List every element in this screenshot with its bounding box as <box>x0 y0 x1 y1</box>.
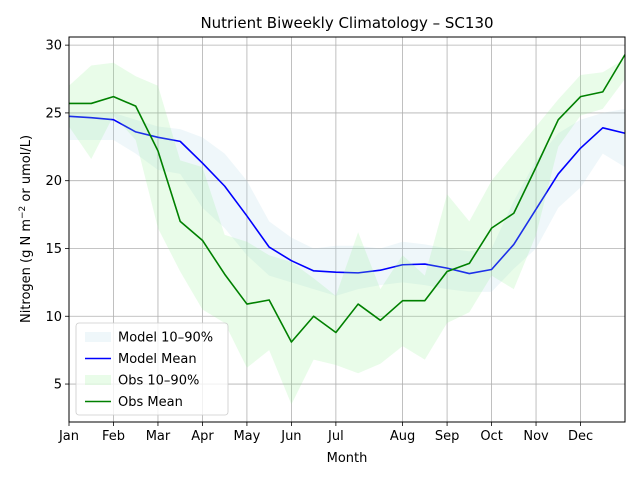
y-tick-label: 10 <box>45 310 62 325</box>
y-axis-label-sup: −2 <box>18 206 28 219</box>
x-tick-label: Sep <box>435 429 460 444</box>
x-tick-label: Jan <box>58 429 79 444</box>
y-axis-label-post: or umol/L) <box>19 135 34 206</box>
legend: Model 10–90% Model Mean Obs 10–90% Obs Mean <box>75 322 229 416</box>
y-axis-label: Nitrogen (g N m−2 or umol/L) <box>18 135 34 323</box>
x-axis-label: Month <box>327 451 368 466</box>
x-tick-label: Aug <box>390 429 415 444</box>
y-tick-label: 30 <box>45 39 62 54</box>
plot-layers <box>68 54 626 405</box>
obs-band <box>69 58 625 405</box>
x-tick-label: Nov <box>523 429 549 444</box>
x-tick-label: Apr <box>191 429 214 444</box>
y-axis-label-main: Nitrogen (g N m <box>19 219 34 323</box>
grid <box>68 37 625 422</box>
y-tick-label: 20 <box>45 174 62 189</box>
x-tick-label: Mar <box>146 429 171 444</box>
y-tick-label: 15 <box>45 242 62 257</box>
ticks: 5 10 15 20 25 30 Jan Feb Mar Apr May Jun Jul Aug Sep Oc… <box>45 39 593 444</box>
legend-swatch-band <box>85 332 111 342</box>
y-tick-label: 25 <box>45 106 62 121</box>
x-tick-label: Jun <box>280 429 301 444</box>
x-tick-label: Oct <box>480 429 502 444</box>
y-tick-label: 5 <box>54 378 62 393</box>
x-tick-label: May <box>233 429 260 444</box>
obs-mean-line <box>69 54 626 343</box>
legend-box <box>75 322 229 416</box>
x-tick-label: Dec <box>568 429 593 444</box>
x-tick-label: Feb <box>102 429 125 444</box>
x-tick-label: Jul <box>327 429 344 444</box>
model-mean-line <box>68 115 626 275</box>
model-band <box>69 108 625 296</box>
legend-label: Obs 10–90% <box>118 374 199 389</box>
legend-label: Model 10–90% <box>118 331 213 346</box>
legend-swatch-band <box>85 375 111 385</box>
chart-title: Nutrient Biweekly Climatology – SC130 <box>200 14 493 32</box>
legend-label: Obs Mean <box>118 395 183 410</box>
legend-label: Model Mean <box>118 352 197 367</box>
plot-frame <box>68 36 626 423</box>
